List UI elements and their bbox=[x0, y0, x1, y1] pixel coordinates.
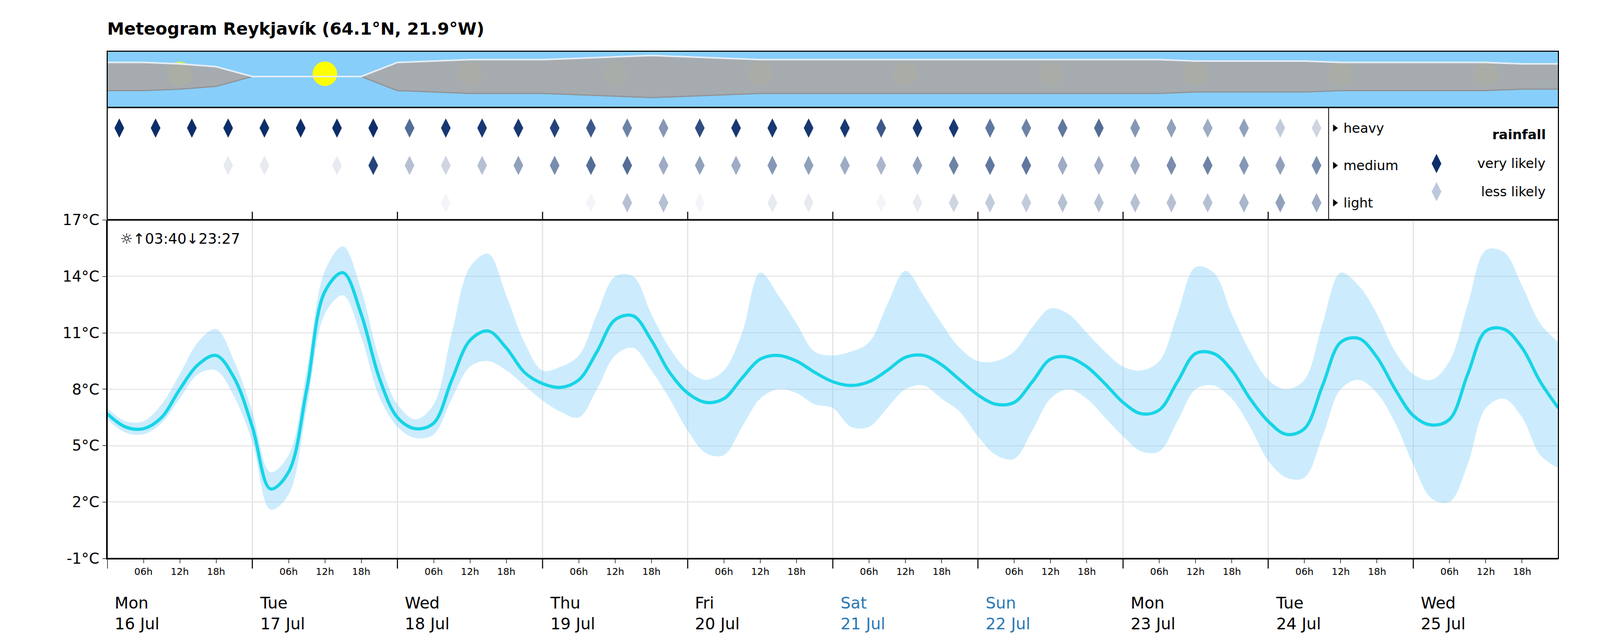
svg-text:Sun22 Jul: Sun22 Jul bbox=[985, 593, 1031, 634]
svg-text:18h: 18h bbox=[1077, 565, 1096, 578]
svg-text:12h: 12h bbox=[170, 565, 189, 578]
svg-text:less likely: less likely bbox=[1481, 184, 1546, 200]
svg-text:18h: 18h bbox=[352, 565, 371, 578]
svg-text:heavy: heavy bbox=[1343, 120, 1384, 136]
svg-text:06h: 06h bbox=[714, 565, 733, 578]
svg-text:06h: 06h bbox=[424, 565, 443, 578]
svg-text:light: light bbox=[1343, 195, 1374, 211]
svg-text:18h: 18h bbox=[206, 565, 226, 578]
svg-text:2°C: 2°C bbox=[72, 493, 100, 511]
svg-text:12h: 12h bbox=[1041, 565, 1060, 578]
svg-text:Fri20 Jul: Fri20 Jul bbox=[694, 593, 740, 634]
svg-text:12h: 12h bbox=[315, 565, 334, 578]
svg-text:Tue17 Jul: Tue17 Jul bbox=[259, 593, 306, 634]
svg-text:12h: 12h bbox=[1331, 565, 1350, 578]
svg-text:8°C: 8°C bbox=[72, 380, 100, 399]
svg-text:18h: 18h bbox=[497, 565, 516, 578]
svg-text:06h: 06h bbox=[1440, 565, 1459, 578]
svg-text:Meteogram Reykjavík (64.1°N, 2: Meteogram Reykjavík (64.1°N, 21.9°W) bbox=[107, 18, 485, 39]
svg-text:06h: 06h bbox=[134, 565, 153, 578]
svg-text:☼↑03:40↓23:27: ☼↑03:40↓23:27 bbox=[120, 230, 240, 247]
svg-text:Thu19 Jul: Thu19 Jul bbox=[549, 593, 596, 634]
svg-text:Mon16 Jul: Mon16 Jul bbox=[114, 593, 160, 634]
svg-text:rainfall: rainfall bbox=[1492, 126, 1546, 143]
svg-text:12h: 12h bbox=[896, 565, 915, 578]
svg-text:06h: 06h bbox=[279, 565, 298, 578]
svg-text:06h: 06h bbox=[1150, 565, 1169, 578]
svg-text:06h: 06h bbox=[1004, 565, 1023, 578]
svg-text:12h: 12h bbox=[1476, 565, 1495, 578]
svg-text:Wed25 Jul: Wed25 Jul bbox=[1420, 593, 1466, 634]
svg-text:medium: medium bbox=[1343, 157, 1399, 174]
svg-text:18h: 18h bbox=[642, 565, 661, 578]
svg-text:18h: 18h bbox=[932, 565, 951, 578]
svg-text:14°C: 14°C bbox=[62, 267, 100, 286]
svg-text:Mon23 Jul: Mon23 Jul bbox=[1130, 593, 1176, 634]
svg-text:06h: 06h bbox=[1295, 565, 1314, 578]
svg-text:12h: 12h bbox=[605, 565, 624, 578]
svg-text:18h: 18h bbox=[787, 565, 806, 578]
svg-text:12h: 12h bbox=[460, 565, 479, 578]
svg-text:18h: 18h bbox=[1222, 565, 1242, 578]
svg-text:Wed18 Jul: Wed18 Jul bbox=[404, 593, 450, 634]
svg-text:18h: 18h bbox=[1513, 565, 1532, 578]
svg-text:11°C: 11°C bbox=[62, 324, 100, 342]
svg-text:17°C: 17°C bbox=[62, 211, 100, 229]
svg-text:very likely: very likely bbox=[1477, 155, 1546, 172]
svg-text:18h: 18h bbox=[1368, 565, 1387, 578]
svg-text:12h: 12h bbox=[1186, 565, 1205, 578]
svg-text:Tue24 Jul: Tue24 Jul bbox=[1275, 593, 1322, 634]
svg-text:-1°C: -1°C bbox=[66, 549, 100, 568]
svg-text:06h: 06h bbox=[859, 565, 878, 578]
svg-text:5°C: 5°C bbox=[72, 436, 100, 455]
svg-text:Sat21 Jul: Sat21 Jul bbox=[840, 593, 886, 634]
svg-text:12h: 12h bbox=[750, 565, 770, 578]
svg-text:06h: 06h bbox=[569, 565, 588, 578]
